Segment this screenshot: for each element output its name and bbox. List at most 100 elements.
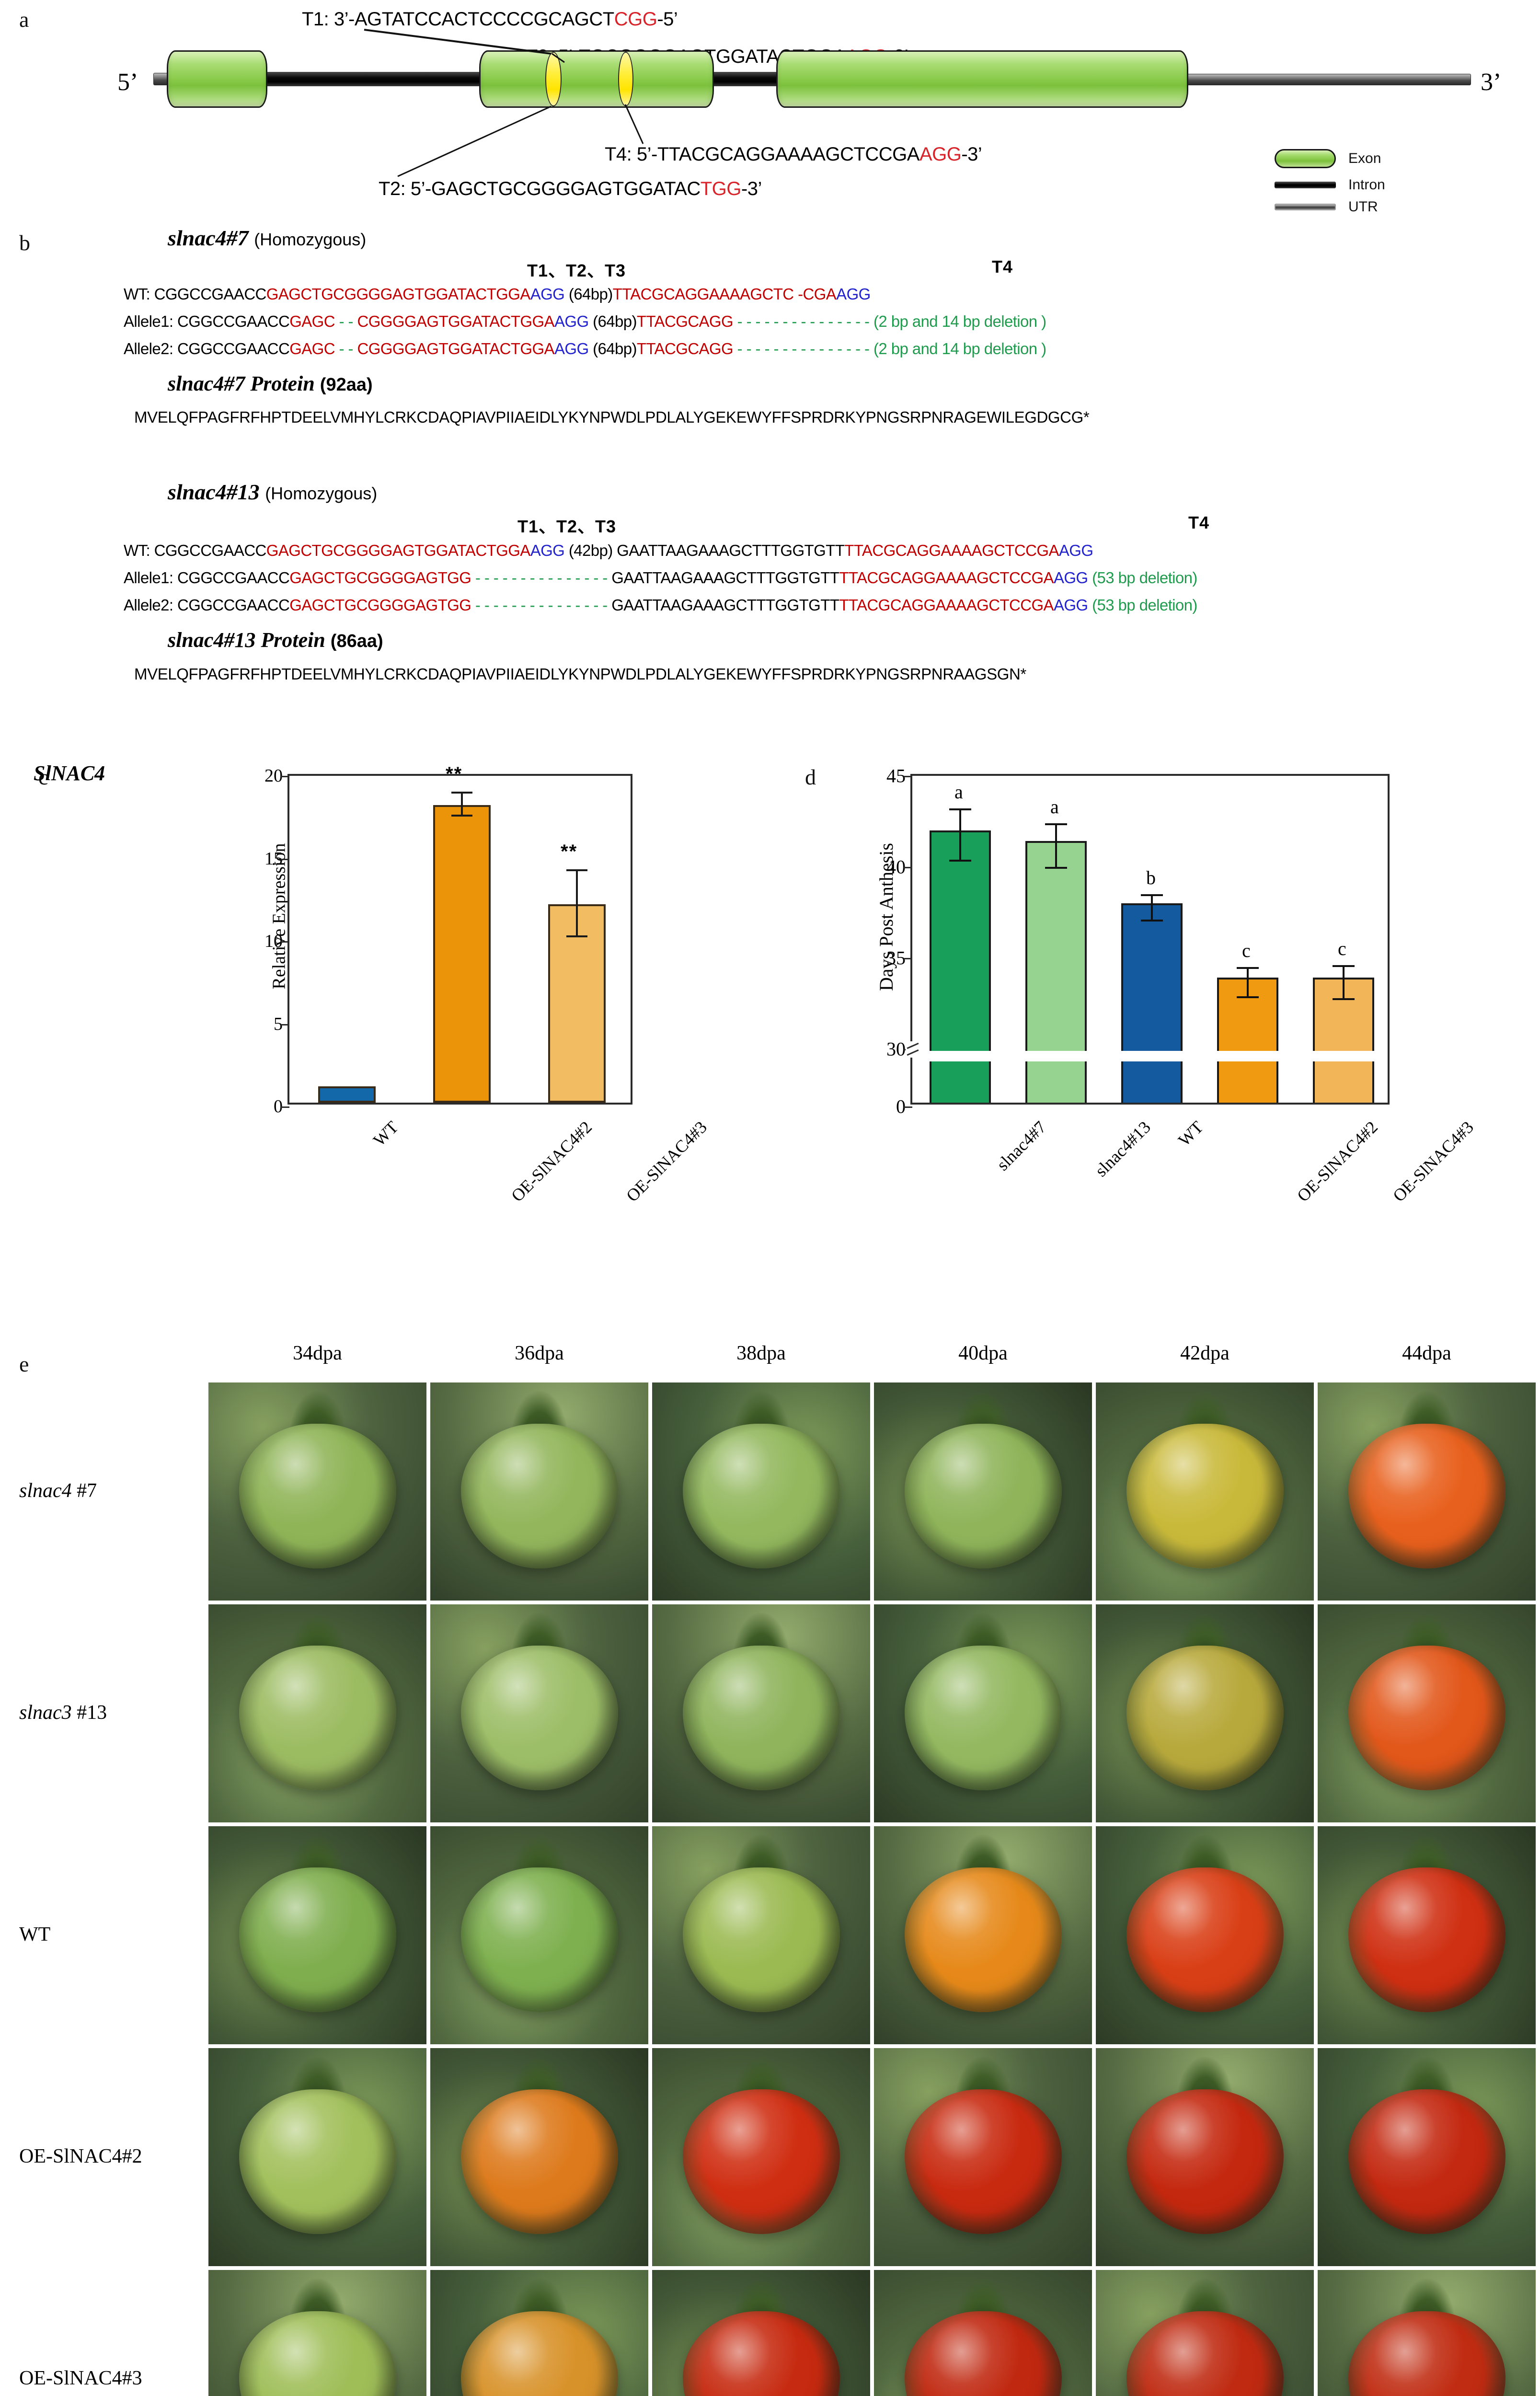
tomato-fruit: [1126, 1423, 1284, 1568]
tomato-fruit: [1126, 2089, 1284, 2234]
fruit-photo-cell: [874, 1826, 1092, 2044]
alignment-row-name: WT:: [124, 541, 154, 559]
sequence-segment: AGG: [554, 340, 589, 357]
legend-label-exon: Exon: [1348, 150, 1381, 166]
legend-row-utr: UTR: [1275, 199, 1385, 215]
tomato-fruit: [682, 1645, 840, 1790]
d-bar-slnac4-7: [930, 830, 991, 1103]
protein-sequence-1: MVELQFPAGFRFHPTDEELVMHYLCRKCDAQPIAVPIIAE…: [134, 408, 1090, 426]
sequence-segment: CGGGGAGTGGATACTGGA: [357, 340, 554, 357]
tomato-fruit: [460, 1867, 618, 2012]
sequence-segment: GAATTAAGAAAGCTTTGGTGTT: [611, 569, 839, 587]
row-label-genotype: slnac3: [19, 1701, 72, 1724]
d-error-cap: [1045, 823, 1067, 825]
genotype-title-1: slnac4#7 (Homozygous): [168, 225, 366, 251]
sequence-segment: (53 bp deletion): [1088, 569, 1197, 587]
panel-b-letter: b: [19, 230, 30, 255]
t4-pam: AGG: [919, 144, 962, 165]
tomato-fruit: [1348, 2089, 1506, 2234]
fruit-photo-cell: [430, 1826, 648, 2044]
protein-title-1: slnac4#7 Protein (92aa): [168, 371, 373, 396]
d-significance-letter: b: [1146, 867, 1156, 888]
tomato-fruit: [1126, 1645, 1284, 1790]
d-y-tick-label: 0: [896, 1095, 906, 1117]
target-group-label-2-right: T4: [1188, 513, 1210, 532]
sequence-segment: CGGCCGAACC: [154, 541, 267, 559]
d-x-tick-label: OE-SlNAC4#2: [1293, 1117, 1382, 1206]
d-significance-letter: a: [954, 781, 963, 803]
genotype-title-2: slnac4#13 (Homozygous): [168, 479, 377, 505]
d-y-tick-label: 35: [886, 947, 906, 969]
sequence-segment: - - - - - - - - - - - - - - -: [733, 312, 873, 330]
c-y-tick-mark: [281, 858, 289, 860]
d-x-tick-label: OE-SlNAC4#3: [1389, 1117, 1478, 1206]
c-error-bar: [576, 871, 578, 937]
c-bar-wt: [318, 1086, 376, 1103]
c-y-tick-label: 15: [264, 848, 283, 869]
c-bar-oe-slnac4-3: [548, 904, 606, 1103]
c-x-tick-label: WT: [369, 1117, 402, 1150]
fruit-photo-cell: [208, 1826, 426, 2044]
target-t4-label: T4: 5’-TTACGCAGGAAAAGCTCCGAAGG-3’: [605, 144, 982, 165]
alignment-row-allele2-1: Allele2: CGGCCGAACCGAGC - - CGGGGAGTGGAT…: [124, 340, 1046, 358]
row-label-slnac3-13: slnac3 #13: [19, 1701, 107, 1724]
row-label-wt: WT: [19, 1923, 51, 1946]
t1-pam: CGG: [614, 9, 657, 30]
legend-row-exon: Exon: [1275, 146, 1385, 171]
fruit-photo-cell: [430, 1382, 648, 1601]
d-y-tick-label: 30: [886, 1038, 906, 1060]
c-significance-marker: **: [561, 841, 578, 862]
panel-d-letter: d: [805, 765, 816, 789]
c-significance-marker: **: [446, 763, 463, 784]
d-y-tick-label: 40: [886, 856, 906, 878]
d-error-bar: [1151, 894, 1153, 920]
utr-swatch-icon: [1275, 204, 1336, 210]
d-error-cap: [1141, 894, 1163, 896]
c-plot-area: 0 5 10 15 20 WT ** OE-SlNAC4#2 ** OE-SlNAC4#3: [264, 763, 711, 1206]
row-label-oe-slnac4-2: OE-SlNAC4#2: [19, 2145, 142, 2167]
sequence-segment: AGG: [554, 312, 589, 330]
t2-suffix: -3’: [741, 178, 762, 199]
fruit-photo-cell: [1318, 2048, 1536, 2266]
t4-sequence: T4: 5’-TTACGCAGGAAAAGCTCCGA: [605, 144, 919, 165]
panel-e-fruit-photo-grid: e 34dpa 36dpa 38dpa 40dpa 42dpa 44dpa slnac4 #…: [0, 1303, 1540, 2396]
sequence-segment: GAGC: [289, 312, 335, 330]
d-error-bar: [1055, 823, 1057, 867]
sequence-segment: - - - - - - - - - - - - - - -: [471, 569, 612, 587]
tomato-fruit: [1348, 1423, 1506, 1568]
alignment-row-wt-1: WT: CGGCCGAACCGAGCTGCGGGGAGTGGATACTGGAAG…: [124, 285, 871, 303]
c-x-tick-label: OE-SlNAC4#3: [622, 1117, 711, 1206]
target-t2-label: T2: 5’-GAGCTGCGGGGAGTGGATACTGG-3’: [379, 178, 762, 200]
sequence-segment: GAGCTGCGGGGAGTGGATACTGGA: [266, 285, 531, 303]
sequence-segment: AGG: [1053, 596, 1088, 614]
panel-a-gene-structure: a T1: 3’-AGTATCCACTCCCCGCAGCTCGG-5’ T3: …: [0, 0, 1540, 225]
genotype-block-2: slnac4#13 (Homozygous): [168, 479, 377, 505]
sequence-segment: TTACGCAGG: [636, 312, 734, 330]
fruit-photo-cell: [874, 1604, 1092, 1822]
sequence-segment: (53 bp deletion): [1088, 596, 1197, 614]
d-bar-break-gap: [928, 1051, 993, 1061]
tomato-fruit: [239, 1867, 396, 2012]
sequence-segment: - - - - - - - - - - - - - - -: [733, 340, 873, 357]
exon-2: [479, 50, 714, 108]
panel-b-genotyping: b slnac4#7 (Homozygous) T1、T2、T3 T4 WT: …: [0, 225, 1540, 748]
sequence-segment: (2 bp and 14 bp deletion ): [873, 312, 1046, 330]
sequence-segment: AGG: [1058, 541, 1093, 559]
panel-a-legend: Exon Intron UTR: [1275, 146, 1385, 221]
d-y-tick-mark: [904, 776, 912, 777]
sequence-segment: - -: [334, 340, 357, 357]
sequence-segment: AGG: [530, 285, 565, 303]
alignment-row-name: Allele2:: [124, 340, 178, 357]
genotype-zygosity-2: (Homozygous): [265, 484, 378, 503]
sequence-segment: (64bp): [564, 285, 613, 303]
c-error-bar: [461, 793, 463, 817]
protein-length-2: (86aa): [330, 631, 383, 651]
sequence-segment: AGG: [530, 541, 565, 559]
t4-suffix: -3’: [961, 144, 982, 165]
panel-d-ripening-chart: d Days Post Anthesis 0 30 35 40 45 a slnac4#7 a…: [767, 748, 1540, 1303]
column-header-44dpa: 44dpa: [1402, 1342, 1451, 1364]
sequence-segment: TTACGCAGGAAAAGCTCCGA: [839, 569, 1054, 587]
sequence-segment: TTACGCAGGAAAAGCTCCGA: [839, 596, 1054, 614]
t2-pam: TGG: [700, 178, 742, 199]
d-y-tick-mark: [904, 867, 912, 868]
